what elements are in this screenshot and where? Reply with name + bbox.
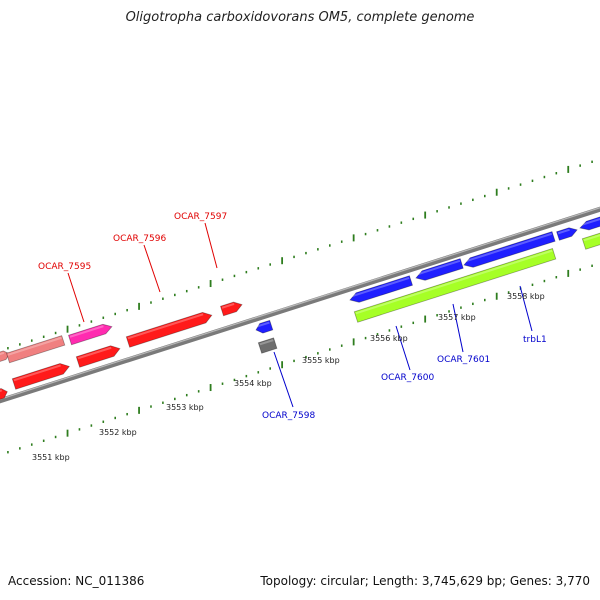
- gene-label-ocar-7595: OCAR_7595: [38, 262, 91, 272]
- gene-partial-salmon-highlight: [0, 351, 5, 356]
- gene-red-2-highlight: [77, 346, 112, 360]
- gene-pink[interactable]: [67, 323, 113, 346]
- gene-gray[interactable]: [257, 337, 278, 354]
- gene-pink-highlight: [69, 325, 104, 338]
- gene-blue-5-highlight: [579, 217, 600, 227]
- gene-blue-5[interactable]: [579, 216, 600, 231]
- scale-label-3557: 3557 kbp: [438, 313, 476, 322]
- gene-salmon[interactable]: [5, 335, 66, 364]
- gene-green-partial-highlight: [583, 234, 600, 242]
- scale-label-3551: 3551 kbp: [32, 453, 70, 462]
- gene-small-blue-highlight: [255, 321, 270, 328]
- scale-label-3555: 3555 kbp: [302, 356, 340, 365]
- scale-labels: 3551 kbp 3552 kbp 3553 kbp 3554 kbp 3555…: [32, 292, 545, 462]
- gene-labels: OCAR_7595 OCAR_7596 OCAR_7597 OCAR_7598 …: [38, 212, 547, 421]
- gene-label-ocar-7598: OCAR_7598: [262, 411, 315, 421]
- gene-label-trbl1: trbL1: [523, 335, 547, 345]
- label-leader-lines: [67, 222, 533, 408]
- scale-label-3553: 3553 kbp: [166, 403, 204, 412]
- leader-ocar-7601: [452, 303, 464, 353]
- gene-green-long-highlight: [355, 249, 553, 315]
- gene-blue-1-highlight: [349, 277, 410, 298]
- genome-backbone: [0, 206, 600, 404]
- gene-ocar-7597-a-highlight: [127, 313, 204, 340]
- gene-red-1[interactable]: [11, 363, 70, 390]
- accession-text: Accession: NC_011386: [8, 574, 145, 588]
- gene-label-ocar-7597: OCAR_7597: [174, 212, 227, 222]
- leader-ocar-7595: [67, 272, 85, 323]
- gene-gray-highlight: [259, 339, 274, 346]
- gene-blue-4[interactable]: [556, 227, 578, 241]
- scale-label-3552: 3552 kbp: [99, 428, 137, 437]
- gene-ocar-7597-b-highlight: [221, 303, 235, 309]
- scale-label-3558: 3558 kbp: [507, 292, 545, 301]
- gene-green-partial[interactable]: [581, 232, 600, 250]
- page-title: Oligotropha carboxidovorans OM5, complet…: [125, 10, 475, 25]
- leader-ocar-7597: [204, 222, 218, 269]
- leader-ocar-7600: [395, 325, 411, 371]
- gene-blue-3-highlight: [463, 232, 552, 263]
- gene-partial-red-highlight: [0, 389, 3, 392]
- gene-small-blue[interactable]: [255, 319, 274, 334]
- gene-label-ocar-7596: OCAR_7596: [113, 234, 166, 244]
- gene-ocar-7597-a[interactable]: [125, 311, 213, 348]
- tick-marks: [7, 160, 593, 454]
- leader-ocar-7596: [143, 244, 161, 293]
- leader-ocar-7598: [273, 351, 294, 408]
- gene-blue-2[interactable]: [415, 258, 464, 281]
- gene-blue-4-highlight: [557, 228, 570, 235]
- scale-label-3556: 3556 kbp: [370, 334, 408, 343]
- gene-salmon-highlight: [7, 336, 62, 356]
- gene-blue-1[interactable]: [349, 275, 414, 303]
- leader-trbl1: [519, 285, 533, 332]
- genome-summary-text: Topology: circular; Length: 3,745,629 bp…: [260, 574, 590, 588]
- gene-blue-3[interactable]: [463, 231, 556, 268]
- gene-red-1-highlight: [13, 364, 61, 382]
- scale-label-3554: 3554 kbp: [234, 379, 272, 388]
- gene-label-ocar-7601: OCAR_7601: [437, 355, 490, 365]
- gene-red-2[interactable]: [75, 345, 121, 368]
- gene-ocar-7597-b[interactable]: [219, 301, 243, 317]
- gene-green-long[interactable]: [353, 247, 557, 323]
- genome-backbone-highlight: [0, 207, 600, 400]
- gene-blue-2-highlight: [415, 259, 461, 276]
- gene-partial-red[interactable]: [0, 388, 8, 401]
- gene-label-ocar-7600: OCAR_7600: [381, 373, 434, 383]
- gene-features: [0, 216, 600, 400]
